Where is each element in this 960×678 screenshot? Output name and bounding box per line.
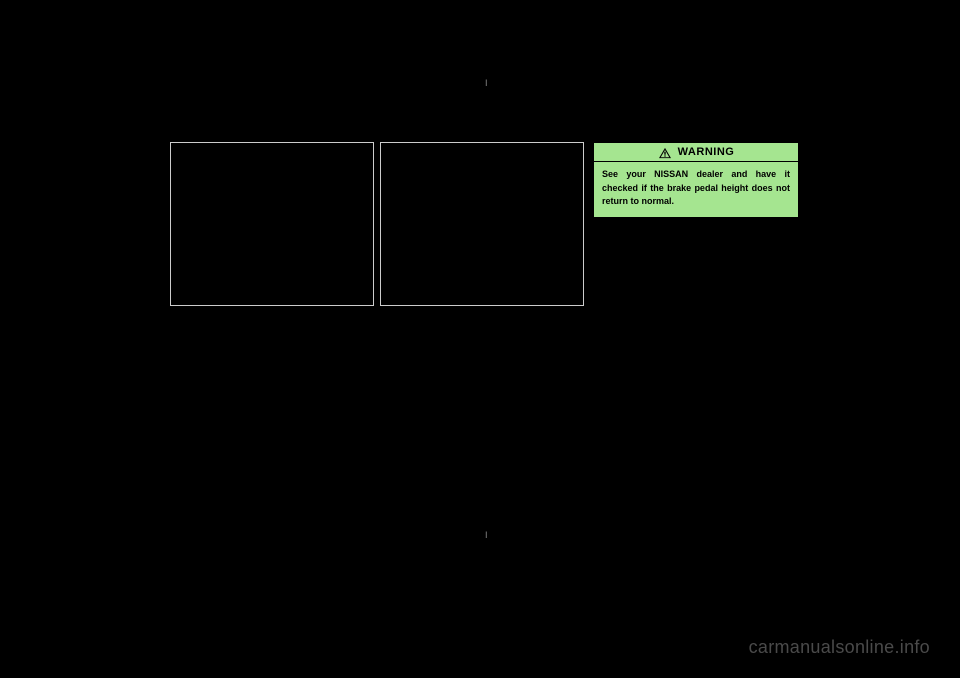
warning-triangle-icon — [658, 146, 672, 158]
warning-header: WARNING — [593, 142, 799, 161]
figure-box-left — [170, 142, 374, 306]
image-row — [170, 142, 584, 306]
watermark-text: carmanualsonline.info — [749, 637, 930, 658]
figure-box-right — [380, 142, 584, 306]
page-mark-bottom: I — [485, 530, 488, 540]
page-mark-top: I — [485, 78, 488, 88]
warning-title: WARNING — [678, 146, 735, 158]
warning-body-text: See your NISSAN dealer and have it check… — [593, 161, 799, 218]
warning-box: WARNING See your NISSAN dealer and have … — [593, 142, 799, 218]
